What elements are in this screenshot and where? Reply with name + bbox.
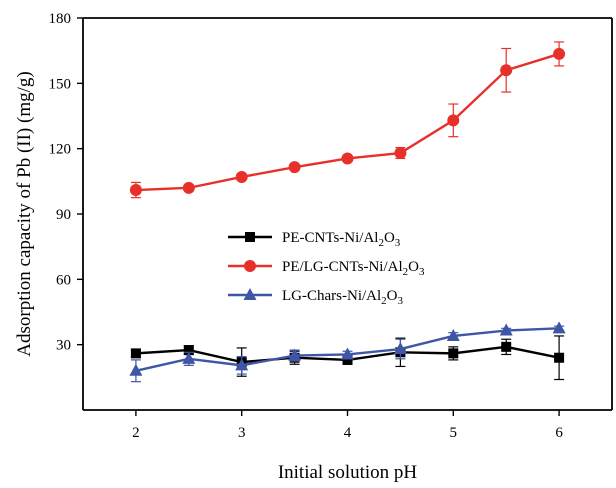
- data-point: [288, 161, 301, 174]
- data-point: [235, 170, 248, 183]
- data-point: [447, 114, 460, 127]
- y-axis-title: Adsorption capacity of Pb (II) (mg/g): [14, 71, 35, 356]
- data-point: [394, 147, 407, 160]
- plot-area: [129, 41, 566, 383]
- legend-marker: [245, 232, 255, 242]
- series-line: [135, 52, 560, 192]
- data-point: [553, 47, 566, 60]
- y-tick-label: 180: [49, 11, 72, 27]
- axes: 2 3 4 5 6 30 60 90 120 150 180: [49, 11, 613, 441]
- legend-marker: [243, 288, 257, 300]
- x-axis-title: Initial solution pH: [278, 462, 418, 483]
- y-tick-label: 30: [56, 338, 71, 354]
- data-point: [129, 363, 143, 376]
- y-tick-label: 60: [56, 272, 71, 288]
- legend-marker: [244, 260, 256, 272]
- legend-label: PE/LG-CNTs-Ni/Al2O3: [282, 259, 425, 278]
- x-tick-label: 3: [238, 425, 246, 441]
- legend-label: LG-Chars-Ni/Al2O3: [282, 288, 404, 307]
- data-point: [288, 348, 302, 361]
- series-triangle: [129, 321, 566, 383]
- data-point: [341, 347, 354, 360]
- data-point: [500, 64, 513, 77]
- series-circle: [129, 41, 566, 199]
- x-tick-label: 6: [555, 425, 563, 441]
- data-point: [235, 358, 249, 371]
- x-tick-label: 4: [344, 425, 352, 441]
- data-point: [554, 352, 565, 363]
- data-point: [183, 345, 194, 356]
- y-tick-label: 150: [49, 76, 72, 92]
- data-point: [129, 184, 142, 197]
- data-point: [501, 341, 512, 352]
- data-point: [342, 354, 353, 365]
- legend-item: PE-CNTs-Ni/Al2O3: [228, 230, 401, 249]
- legend-item: PE/LG-CNTs-Ni/Al2O3: [228, 259, 425, 278]
- x-tick-label: 2: [132, 425, 140, 441]
- data-point: [182, 181, 195, 194]
- data-point: [448, 348, 459, 359]
- data-point: [341, 152, 354, 165]
- data-point: [499, 323, 513, 336]
- legend: PE-CNTs-Ni/Al2O3 PE/LG-CNTs-Ni/Al2O3 LG-Ch…: [228, 230, 425, 307]
- data-point: [130, 348, 141, 359]
- data-point: [446, 328, 460, 341]
- legend-label: PE-CNTs-Ni/Al2O3: [282, 230, 401, 249]
- y-tick-label: 90: [56, 207, 71, 223]
- data-point: [552, 321, 566, 334]
- legend-item: LG-Chars-Ni/Al2O3: [228, 288, 404, 307]
- data-point: [182, 351, 196, 364]
- x-tick-label: 5: [450, 425, 458, 441]
- y-tick-label: 120: [49, 142, 72, 158]
- data-point: [393, 342, 407, 355]
